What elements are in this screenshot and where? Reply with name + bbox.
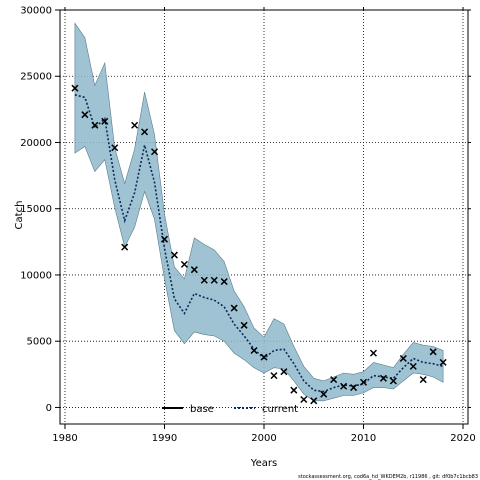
observation-point-1996: [220, 278, 228, 286]
observation-point-2000: [260, 353, 268, 361]
x-tick-label-2000: 2000: [251, 433, 276, 444]
observation-point-1997: [230, 304, 238, 312]
observation-point-1994: [200, 276, 208, 284]
x-tick-label-2020: 2020: [450, 433, 475, 444]
observation-point-1992: [180, 260, 188, 268]
observation-point-2002: [280, 368, 288, 376]
observation-point-2012: [379, 374, 387, 382]
observation-point-1993: [190, 266, 198, 274]
observation-point-1999: [250, 346, 258, 355]
y-tick-label-30000: 30000: [20, 6, 52, 17]
observation-point-1982: [81, 111, 89, 119]
x-tick-label-1990: 1990: [152, 433, 177, 444]
observation-point-1983: [91, 121, 99, 129]
observation-point-1988: [141, 128, 149, 136]
observation-point-1990: [160, 235, 169, 243]
observation-point-2014: [399, 354, 407, 362]
legend-label-base: base: [190, 404, 214, 415]
observation-point-2013: [389, 377, 397, 385]
observation-point-2011: [369, 349, 377, 357]
observation-point-1995: [210, 276, 218, 284]
y-tick-label-25000: 25000: [20, 72, 52, 83]
observation-point-2015: [409, 362, 417, 370]
observation-point-2003: [290, 386, 298, 394]
confidence-band: [74, 22, 444, 402]
observation-point-2018: [439, 358, 447, 366]
y-tick-label-20000: 20000: [20, 138, 52, 149]
observation-point-1985: [111, 144, 119, 152]
observation-point-2001: [270, 372, 278, 380]
series-line-current: [74, 94, 444, 393]
observation-point-1984: [101, 117, 109, 125]
observation-point-1998: [240, 321, 248, 329]
observation-point-2005: [310, 397, 318, 405]
y-tick-label-15000: 15000: [20, 204, 52, 215]
footer-note: stockassessment.org, cod6a_hd_WKDEM2b, r…: [298, 474, 478, 480]
y-tick-label-5000: 5000: [27, 337, 52, 348]
observation-point-2017: [429, 348, 437, 356]
observation-point-1989: [151, 148, 159, 156]
legend-label-current: current: [262, 404, 298, 415]
y-tick-label-0: 0: [46, 403, 52, 414]
observation-point-1991: [170, 251, 178, 259]
observation-point-2009: [350, 384, 358, 392]
observation-point-2007: [330, 376, 338, 384]
x-axis-title: Years: [250, 458, 277, 469]
y-tick-label-10000: 10000: [20, 270, 52, 281]
observation-point-1981: [71, 84, 79, 92]
observation-point-2006: [320, 390, 328, 398]
x-tick-label-1980: 1980: [52, 433, 77, 444]
observation-point-1987: [131, 121, 139, 129]
legend: base current: [162, 404, 298, 415]
observation-point-2010: [359, 378, 368, 386]
observation-point-2008: [340, 382, 348, 390]
plot-area: [60, 9, 468, 424]
observation-point-2016: [419, 376, 427, 384]
axes: 1980 1990 2000 2010 2020 0 5000 10000 15000 20000…: [20, 6, 476, 445]
x-tick-label-2010: 2010: [351, 433, 376, 444]
observation-point-2004: [300, 395, 308, 404]
y-axis-title: Catch: [14, 201, 25, 230]
observation-point-1986: [121, 243, 129, 251]
